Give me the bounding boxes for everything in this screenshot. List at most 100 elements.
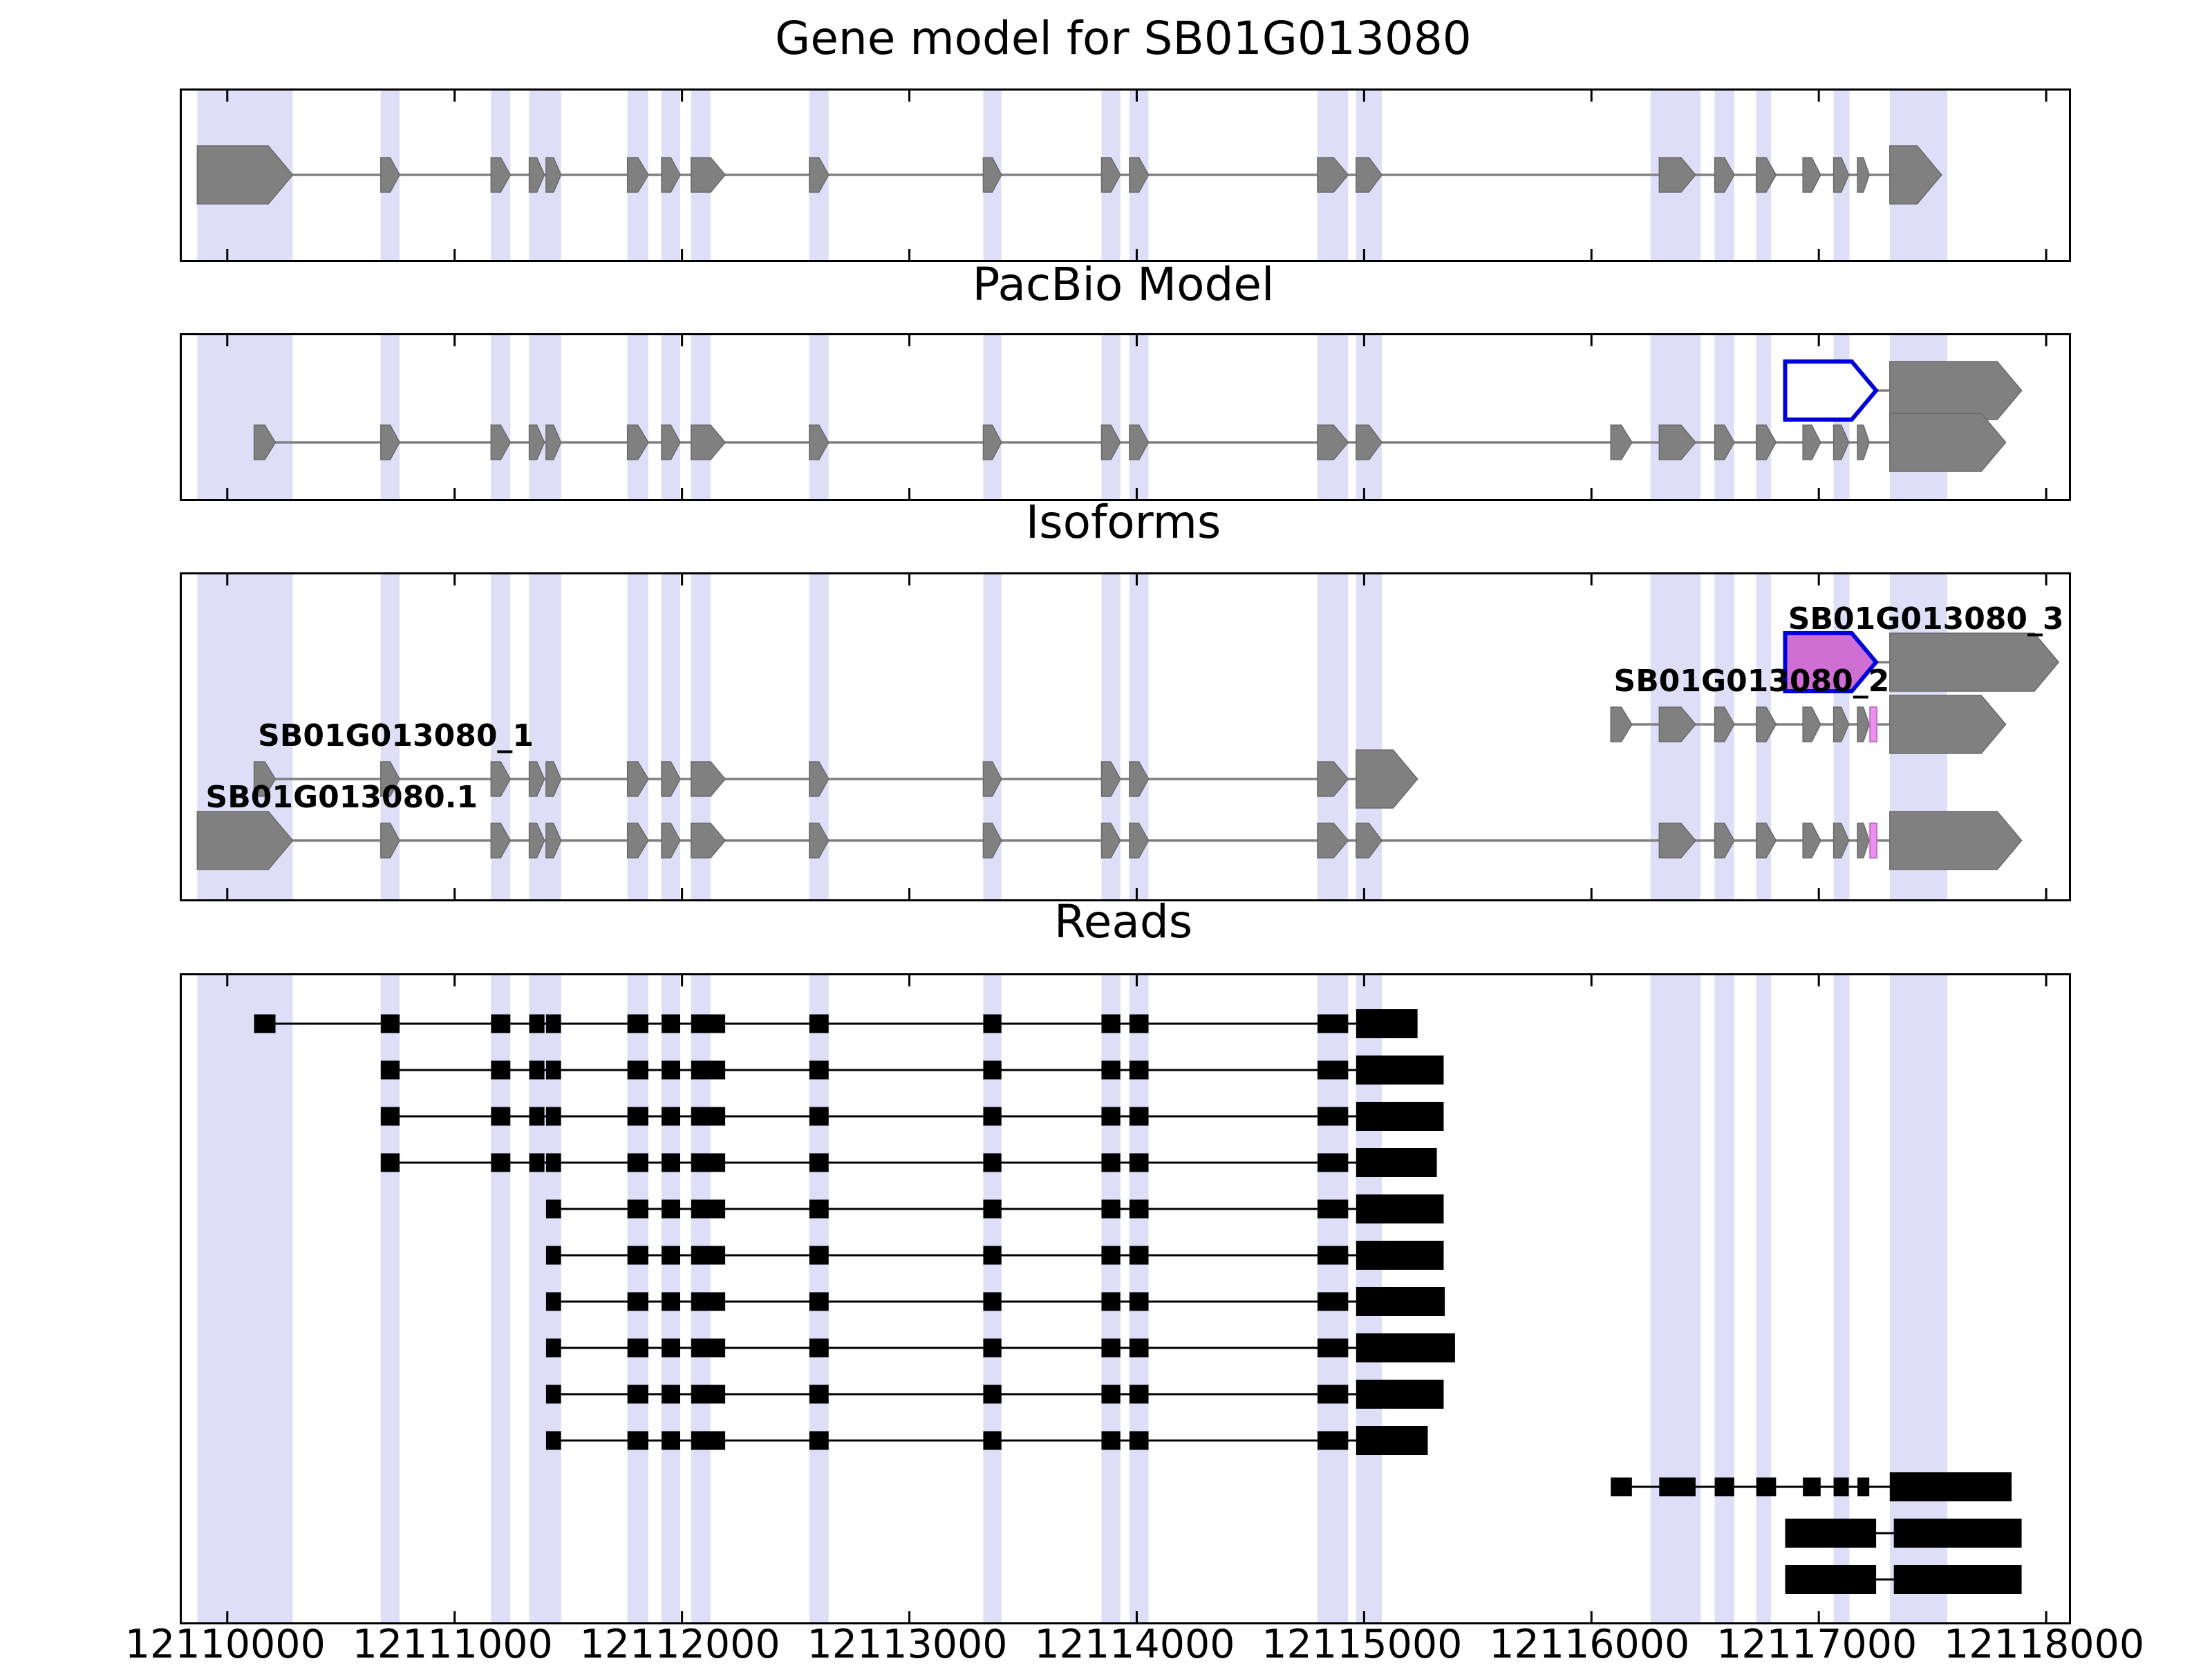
exon — [1833, 157, 1850, 193]
read-block — [809, 1199, 829, 1219]
exon — [1833, 424, 1850, 460]
read-block — [1857, 1477, 1870, 1497]
read-block — [662, 1385, 680, 1404]
exon — [1755, 157, 1777, 193]
read-block — [380, 1060, 400, 1080]
highlight-band — [809, 335, 829, 499]
read-block — [691, 1060, 726, 1080]
read-block — [691, 1107, 726, 1126]
read-block — [1317, 1153, 1349, 1172]
read-block — [545, 1060, 561, 1080]
read-block — [1317, 1014, 1349, 1033]
read-block — [1356, 1194, 1444, 1223]
isoform-label: SB01G013080_1 — [258, 718, 534, 753]
exon — [1317, 823, 1349, 859]
exon — [982, 761, 1002, 797]
exon — [1889, 145, 1942, 205]
read-block — [545, 1199, 561, 1219]
read-block — [1129, 1246, 1149, 1265]
x-tick-label: 12113000 — [807, 1622, 1008, 1667]
read-block — [1889, 1472, 2012, 1501]
read-block — [809, 1292, 829, 1311]
isoform-label: SB01G013080_2 — [1614, 664, 1890, 699]
read-block — [1893, 1519, 2022, 1548]
read-block — [1101, 1153, 1121, 1172]
read-block — [1356, 1056, 1444, 1085]
highlight-band — [491, 335, 511, 499]
exon — [380, 157, 400, 193]
exon — [982, 823, 1002, 859]
read-block — [1317, 1338, 1349, 1358]
exon — [196, 811, 294, 870]
highlight-band — [1317, 335, 1349, 499]
gene-model-panel — [180, 88, 2071, 262]
exon — [982, 424, 1002, 460]
read-block — [1101, 1107, 1121, 1126]
gene-model-plot — [196, 91, 2047, 260]
read-block — [1129, 1292, 1149, 1311]
highlight-band — [691, 335, 711, 499]
highlight-band — [1756, 335, 1772, 499]
read-block — [1356, 1009, 1418, 1038]
exon — [1129, 761, 1150, 797]
exon — [809, 157, 830, 193]
read-block — [1317, 1060, 1349, 1080]
read-block — [380, 1153, 400, 1172]
read-block — [1356, 1426, 1428, 1455]
exon — [661, 157, 681, 193]
exon — [490, 424, 512, 460]
exon — [528, 761, 545, 797]
exon — [1356, 424, 1382, 460]
exon — [1317, 157, 1349, 193]
read-block — [1129, 1153, 1149, 1172]
exon — [1802, 706, 1821, 742]
read-block — [1101, 1385, 1121, 1404]
read-block — [691, 1153, 726, 1172]
highlight-band — [1889, 975, 1948, 1622]
read-block — [1317, 1292, 1349, 1311]
read-block — [809, 1014, 829, 1033]
read-block — [545, 1014, 561, 1033]
read-block — [1803, 1477, 1821, 1497]
highlight-band — [1650, 975, 1701, 1622]
read-block — [1317, 1107, 1349, 1126]
highlight-band — [1356, 335, 1382, 499]
read-block — [983, 1292, 1002, 1311]
read-block — [1129, 1199, 1149, 1219]
exon — [528, 157, 545, 193]
exon — [1356, 749, 1418, 809]
exon — [691, 157, 727, 193]
read-block — [1101, 1246, 1121, 1265]
exon — [545, 424, 562, 460]
highlight-band — [380, 335, 400, 499]
read-block — [1356, 1148, 1437, 1177]
isoforms-panel: SB01G013080_3 SB01G013080_2 SB01G013080_1 S… — [180, 572, 2071, 901]
track-title-pacbio: PacBio Model — [972, 258, 1275, 311]
read-block — [529, 1014, 545, 1033]
read-block — [983, 1338, 1002, 1358]
magenta-exon — [1783, 631, 1879, 693]
track-title-reads: Reads — [1053, 895, 1193, 948]
exon — [1100, 157, 1121, 193]
read-block — [1129, 1060, 1149, 1080]
read-block — [1317, 1199, 1349, 1219]
isoform-label: SB01G013080.1 — [206, 780, 478, 815]
exon — [1317, 761, 1349, 797]
exon — [1714, 706, 1735, 742]
read-block — [662, 1060, 680, 1080]
read-block — [1129, 1385, 1149, 1404]
exon — [1129, 424, 1150, 460]
x-tick-label: 12116000 — [1489, 1622, 1690, 1667]
reads-plot — [197, 975, 2047, 1622]
exon — [1658, 823, 1696, 859]
read-block — [983, 1014, 1002, 1033]
exon — [1755, 706, 1777, 742]
read-block — [662, 1153, 680, 1172]
exon — [490, 823, 512, 859]
read-block — [380, 1014, 400, 1033]
read-block — [983, 1246, 1002, 1265]
exon — [528, 424, 545, 460]
exon — [1857, 706, 1871, 742]
isoforms-plot: SB01G013080_3 SB01G013080_2 SB01G013080_1 S… — [196, 574, 2064, 899]
read-block — [1833, 1477, 1849, 1497]
